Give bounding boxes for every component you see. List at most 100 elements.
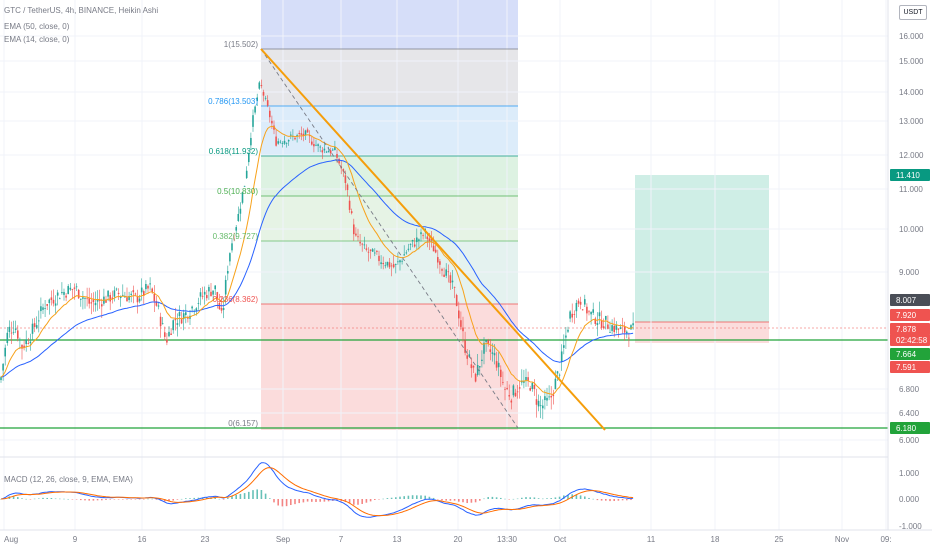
candle: [56, 289, 59, 306]
downtrend-line[interactable]: [260, 48, 606, 431]
candle: [12, 320, 15, 335]
candle: [485, 340, 487, 352]
macd-histogram-bar: [113, 499, 116, 500]
candle: [355, 227, 357, 237]
candle: [395, 263, 397, 274]
time-tick-label: 16: [138, 535, 147, 544]
symbol-title[interactable]: GTC / TetherUS, 4h, BINANCE, Heikin Ashi: [4, 6, 159, 15]
candle: [44, 300, 46, 318]
position-target-zone[interactable]: [635, 175, 769, 322]
candle: [378, 250, 380, 266]
candle: [311, 135, 313, 146]
candle: [451, 269, 454, 290]
candle: [300, 126, 303, 141]
macd-histogram-bar: [395, 497, 397, 499]
macd-histogram-bar: [361, 499, 363, 504]
macd-histogram-bar: [143, 499, 145, 500]
candle: [285, 142, 288, 148]
ema14-legend[interactable]: EMA (14, close, 0): [4, 35, 70, 44]
fib-level-label: 0.5(10.830): [217, 187, 258, 196]
candle: [581, 308, 584, 311]
candle: [487, 338, 489, 347]
candle: [266, 95, 269, 108]
price-tick-label: 6.800: [899, 385, 920, 394]
svg-text:7.664: 7.664: [896, 350, 917, 359]
candle: [151, 287, 153, 294]
candle: [388, 258, 391, 269]
macd-histogram-bar: [407, 495, 410, 499]
time-tick-label: 25: [775, 535, 784, 544]
candle: [212, 290, 214, 300]
fib-level-label: 0.618(11.932): [209, 147, 259, 156]
macd-histogram-bar: [189, 498, 191, 499]
fib-level-label: 0.786(13.503): [208, 97, 258, 106]
candle: [287, 139, 290, 146]
macd-histogram-bar: [588, 497, 590, 499]
price-tag-support-upper: 7.664: [890, 348, 930, 360]
candle: [537, 394, 540, 412]
candle: [153, 285, 156, 313]
candle: [447, 264, 450, 283]
candle: [443, 267, 445, 278]
macd-legend[interactable]: MACD (12, 26, close, 9, EMA, EMA): [4, 475, 133, 484]
candle: [103, 288, 105, 306]
candle: [329, 147, 332, 157]
candle: [552, 389, 555, 405]
macd-histogram-bar: [605, 499, 607, 501]
candle: [65, 292, 67, 302]
macd-tick-label: 0.000: [899, 495, 920, 504]
candle: [470, 357, 473, 378]
time-tick-label: 9: [73, 535, 78, 544]
macd-histogram-bar: [579, 495, 582, 499]
candle: [237, 206, 240, 222]
candle: [308, 130, 311, 144]
macd-histogram-bar: [180, 498, 183, 500]
candle: [332, 147, 334, 151]
candle: [361, 242, 363, 252]
macd-histogram-bar: [84, 499, 86, 501]
candle: [17, 325, 19, 342]
candle: [567, 326, 569, 334]
time-axis[interactable]: Aug 9 16 23 Sep 7 13 20 13:30 Oct 11 18 25 Nov 09:: [4, 535, 892, 544]
candle: [607, 315, 609, 330]
candle: [594, 316, 597, 327]
candle: [208, 284, 210, 300]
candle: [592, 302, 594, 315]
fib-level-label: 0.236(8.362): [213, 295, 259, 304]
currency-button[interactable]: USDT: [899, 5, 927, 20]
candle: [174, 307, 177, 331]
macd-histogram-bar: [256, 489, 258, 499]
candle: [464, 331, 466, 356]
macd-histogram-bar: [235, 494, 237, 499]
candle: [54, 295, 57, 314]
candle: [46, 303, 48, 311]
candle: [613, 317, 615, 338]
candle: [563, 334, 565, 355]
candle: [348, 195, 351, 213]
macd-histogram-bar: [222, 499, 225, 500]
ema50-legend[interactable]: EMA (50, close, 0): [4, 22, 70, 31]
position-stop-zone[interactable]: [635, 322, 769, 343]
candle: [539, 395, 542, 419]
candle: [483, 337, 485, 365]
price-axis[interactable]: 16.000 15.000 14.000 13.000 12.000 11.000 10.0…: [899, 32, 924, 445]
candle: [269, 107, 271, 123]
macd-histogram-bar: [54, 498, 57, 500]
candle: [122, 284, 124, 297]
candle: [491, 343, 494, 362]
candle: [596, 312, 599, 337]
svg-text:8.007: 8.007: [896, 296, 917, 305]
macd-histogram-bar: [50, 498, 53, 499]
macd-histogram-bar: [537, 498, 540, 499]
candle: [19, 337, 21, 350]
macd-histogram-bar: [319, 499, 321, 502]
macd-axis[interactable]: 1.000 0.000 -1.000: [899, 469, 922, 531]
candle: [149, 277, 151, 291]
candle: [535, 388, 538, 418]
candle: [476, 353, 479, 377]
candle: [359, 233, 361, 247]
candle: [409, 243, 412, 251]
candle: [434, 243, 437, 254]
candle: [105, 295, 107, 303]
